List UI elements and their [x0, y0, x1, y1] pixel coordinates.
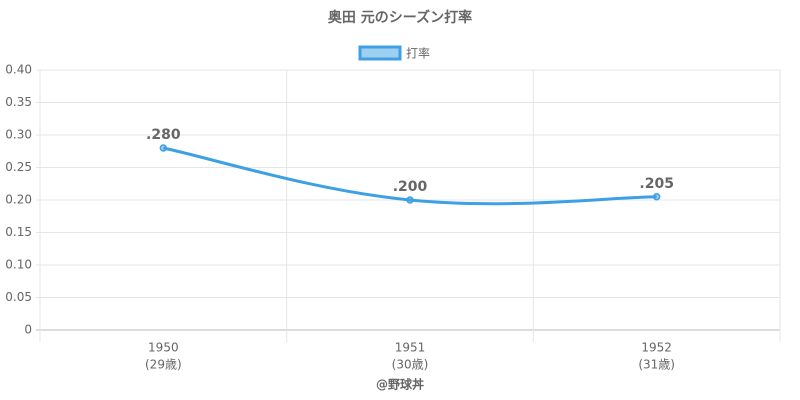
y-tick-label: 0.35 — [5, 95, 32, 109]
x-tick-label: 1950 — [148, 341, 179, 355]
line — [163, 146, 657, 206]
chart-title: 奥田 元のシーズン打率 — [328, 9, 472, 26]
point — [159, 144, 168, 152]
y-tick-label: 0.40 — [5, 63, 32, 77]
x-tick-label: 1952 — [641, 341, 672, 355]
legend-swatch — [358, 45, 402, 61]
value-label: .280 — [146, 127, 181, 143]
point — [406, 196, 414, 204]
point — [652, 193, 661, 201]
y-tick-label: 0.10 — [5, 258, 32, 272]
y-tick-label: 0.30 — [5, 128, 32, 142]
x-tick-sublabel: (30歳) — [392, 358, 429, 372]
x-tick-sublabel: (29歳) — [145, 358, 182, 372]
y-tick-label: 0.15 — [5, 225, 32, 239]
y-tick-label: 0 — [24, 323, 32, 337]
x-tick-label: 1951 — [395, 341, 426, 355]
value-label: .200 — [393, 179, 428, 195]
x-tick-sublabel: (31歳) — [638, 358, 675, 372]
y-tick-label: 0.20 — [5, 193, 32, 207]
y-tick-label: 0.05 — [5, 290, 32, 304]
legend-label: 打率 — [406, 46, 430, 61]
y-tick-label: 0.25 — [5, 160, 32, 174]
footer: @野球丼 — [376, 377, 424, 392]
value-label: .205 — [639, 176, 674, 192]
